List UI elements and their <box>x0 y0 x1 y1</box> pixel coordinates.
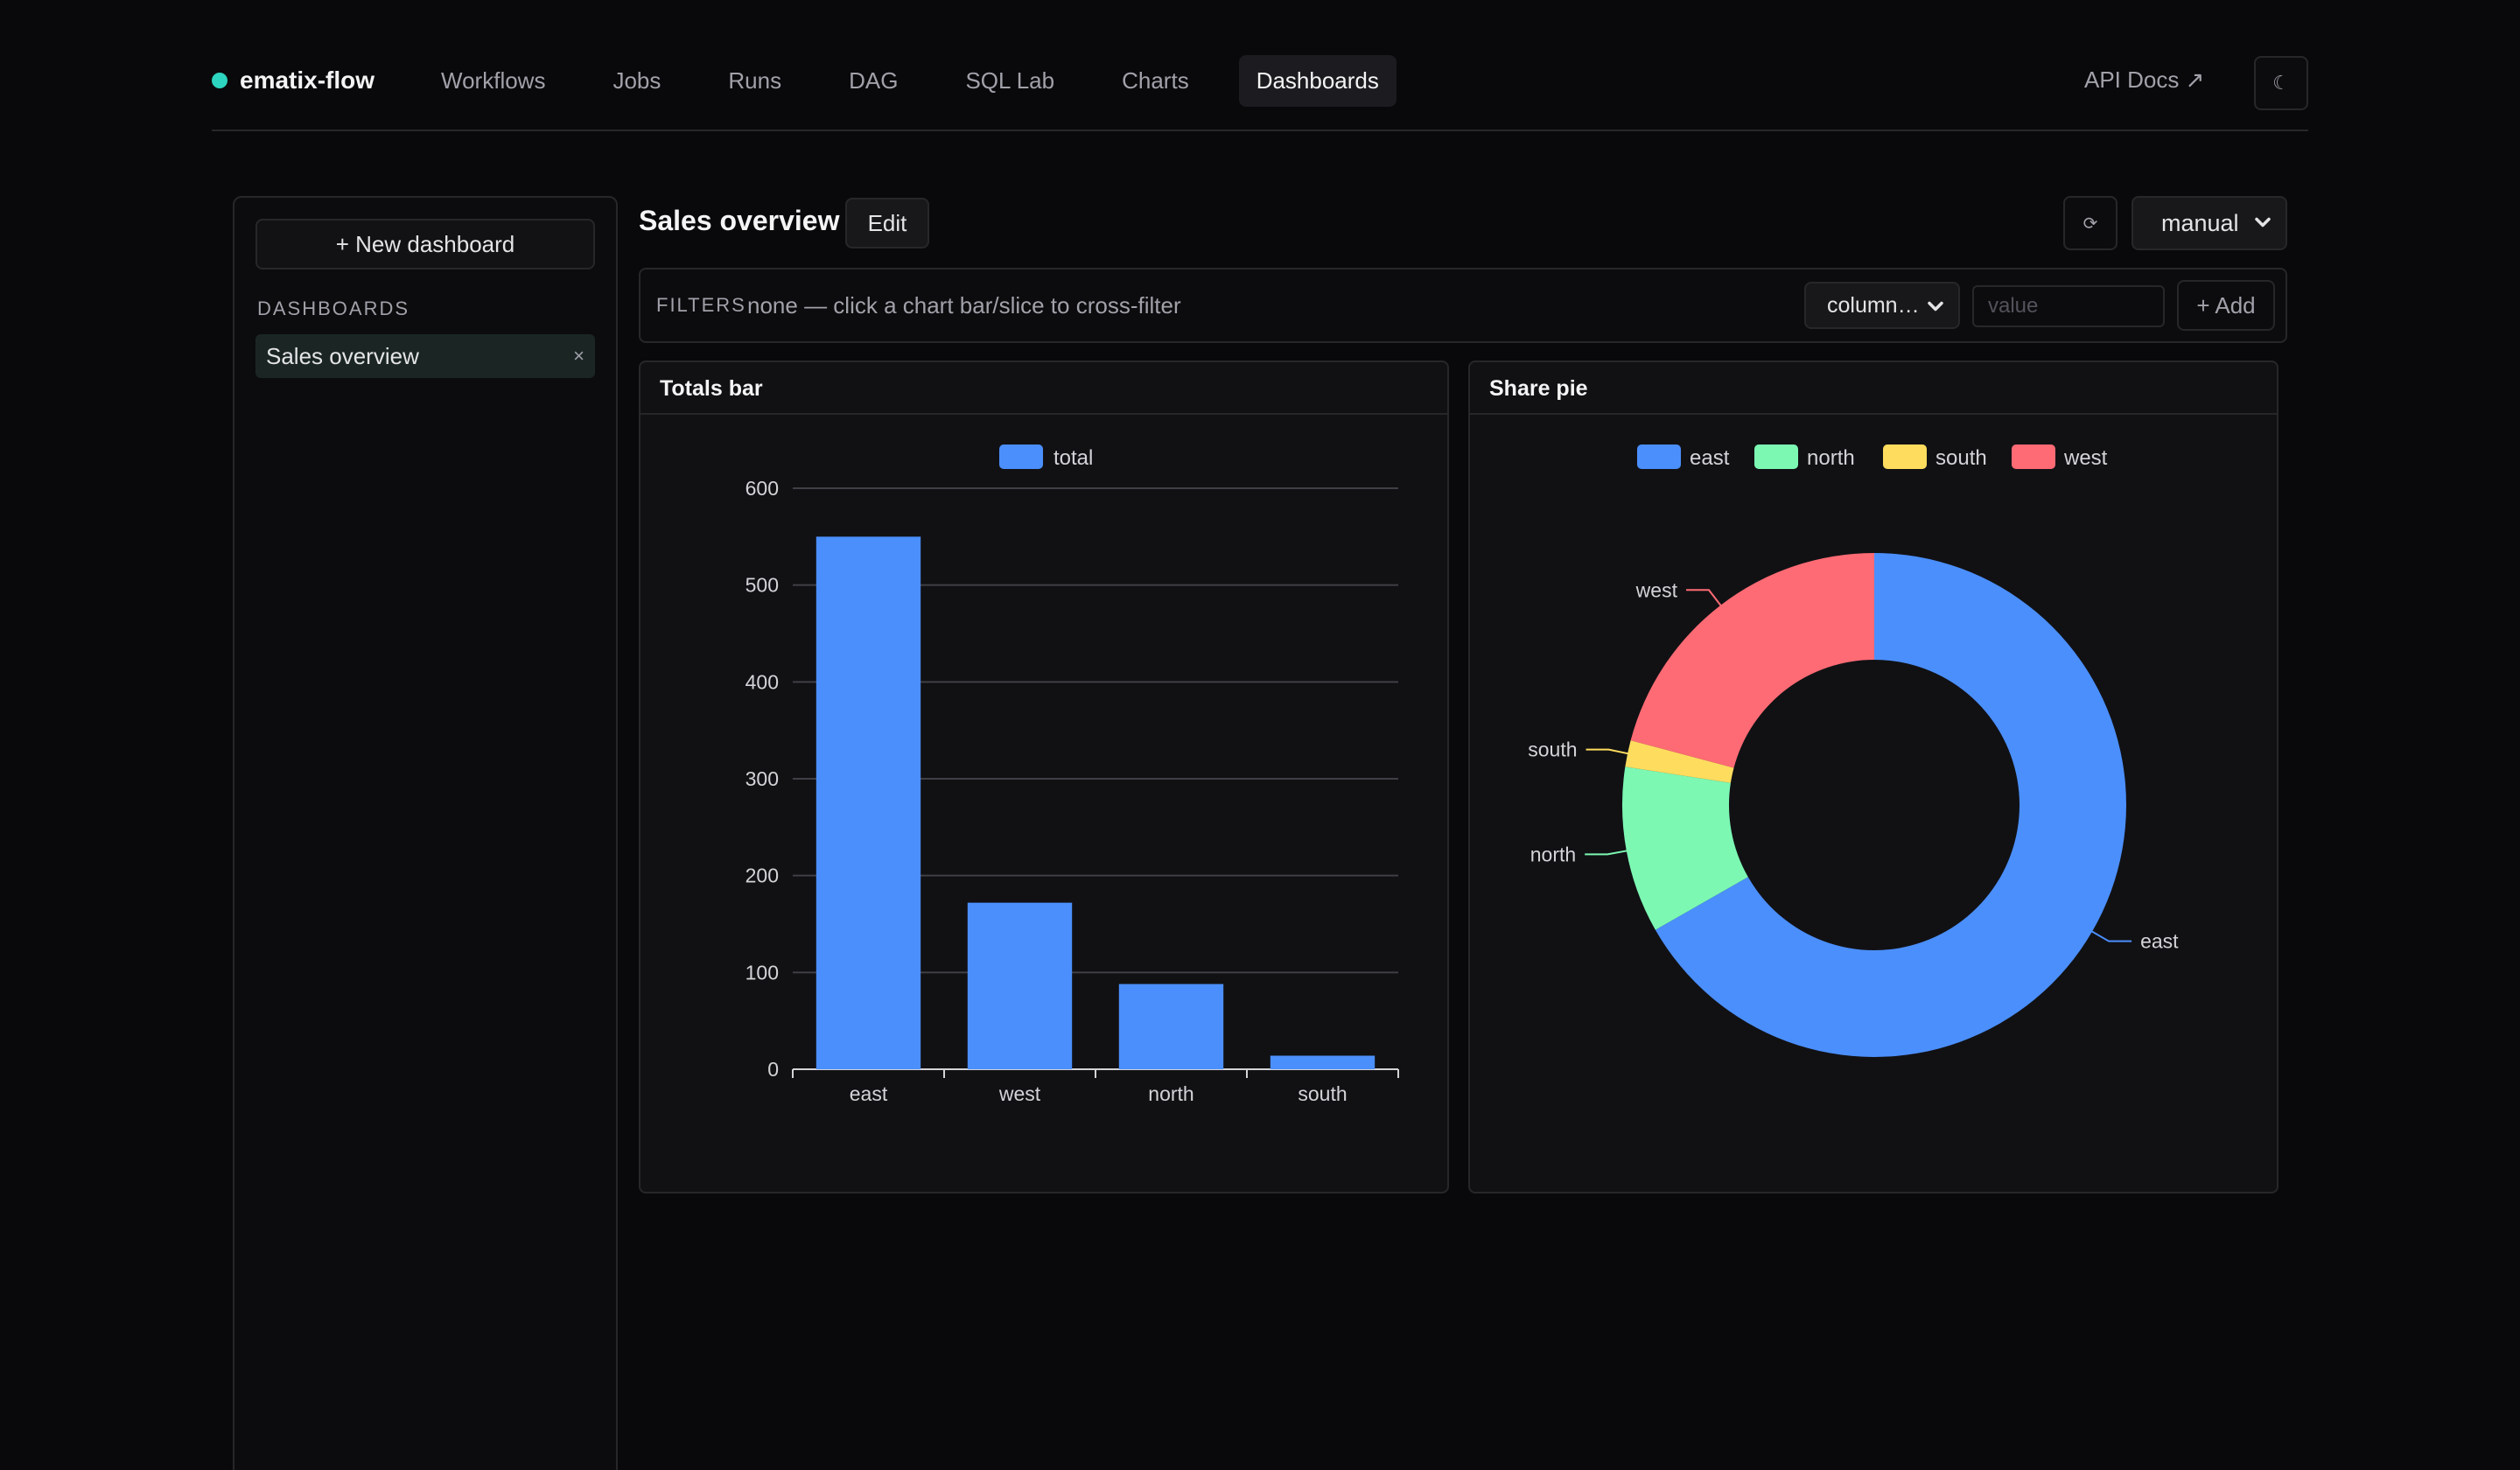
nav-link-dag[interactable]: DAG <box>849 66 899 94</box>
leader-line-south <box>1586 748 1632 755</box>
sidebar-item-sales-overview[interactable]: Sales overview × <box>256 334 595 378</box>
brand-name: ematix-flow <box>240 66 375 94</box>
leader-line-east <box>2089 928 2132 942</box>
refresh-mode-value: manual <box>2161 209 2239 236</box>
sidebar-heading: DASHBOARDS <box>257 298 410 319</box>
edit-button[interactable]: Edit <box>845 198 929 248</box>
y-tick-label: 0 <box>767 1058 779 1081</box>
filters-bar: FILTERS none — click a chart bar/slice t… <box>639 268 2287 343</box>
leader-line-west <box>1685 589 1724 609</box>
bar-south[interactable] <box>1270 1055 1376 1069</box>
refresh-icon: ⟳ <box>2082 214 2098 234</box>
chevron-down-icon <box>1928 301 1943 312</box>
x-tick-label: east <box>850 1082 888 1105</box>
legend-label[interactable]: total <box>1054 446 1093 470</box>
legend-label-north[interactable]: north <box>1807 446 1855 470</box>
nav-link-workflows[interactable]: Workflows <box>441 66 546 94</box>
legend-swatch-west[interactable] <box>2012 444 2055 469</box>
status-dot-icon <box>212 73 228 88</box>
nav-link-jobs[interactable]: Jobs <box>612 66 662 94</box>
legend-label-west[interactable]: west <box>2063 446 2108 470</box>
slice-east[interactable] <box>1655 553 2126 1057</box>
legend-swatch[interactable] <box>999 444 1043 469</box>
slice-label-east: east <box>2140 930 2179 953</box>
legend-label-east[interactable]: east <box>1690 446 1730 470</box>
nav-link-runs[interactable]: Runs <box>728 66 782 94</box>
top-nav: ematix-flow Workflows Jobs Runs DAG SQL … <box>212 49 2308 131</box>
pie-chart: east north south west east north south west <box>1528 444 2179 1057</box>
slice-west[interactable] <box>1630 553 1874 768</box>
page-title: Sales overview <box>639 205 840 236</box>
sidebar-item-label: Sales overview <box>266 342 419 369</box>
x-tick-label: south <box>1298 1082 1347 1105</box>
share-pie-card: Share pie east north south west east north sou… <box>1468 360 2278 1194</box>
sidebar: + New dashboard DASHBOARDS Sales overvie… <box>233 196 618 1470</box>
card-title: Share pie <box>1470 362 2277 415</box>
bar-west[interactable] <box>967 902 1073 1069</box>
refresh-mode-select[interactable]: manual <box>2132 196 2287 250</box>
brand[interactable]: ematix-flow <box>212 66 374 94</box>
api-docs-link[interactable]: API Docs ↗ <box>2084 66 2205 93</box>
new-dashboard-button[interactable]: + New dashboard <box>256 219 595 270</box>
slice-label-west: west <box>1635 578 1678 601</box>
slice-north[interactable] <box>1622 766 1748 930</box>
bar-north[interactable] <box>1118 984 1224 1069</box>
y-tick-label: 200 <box>746 864 779 887</box>
y-tick-label: 300 <box>746 767 779 790</box>
y-tick-label: 100 <box>746 961 779 984</box>
nav-link-sql-lab[interactable]: SQL Lab <box>965 66 1055 94</box>
filter-value-input[interactable] <box>1972 285 2165 327</box>
legend-label-south[interactable]: south <box>1936 446 1987 470</box>
theme-toggle-button[interactable]: ☾ <box>2254 56 2308 110</box>
bar-chart: total 0 100 200 300 400 500 600 east west north sou… <box>746 444 1399 1105</box>
moon-icon: ☾ <box>2272 72 2290 94</box>
card-title: Totals bar <box>640 362 1447 415</box>
bar-east[interactable] <box>816 536 921 1069</box>
nav-link-dashboards[interactable]: Dashboards <box>1238 54 1396 107</box>
filters-label: FILTERS <box>656 294 746 316</box>
close-icon[interactable]: × <box>573 345 584 367</box>
refresh-button[interactable]: ⟳ <box>2063 196 2118 250</box>
filter-column-select[interactable]: column… <box>1804 282 1960 329</box>
y-tick-label: 600 <box>746 477 779 500</box>
slice-south[interactable] <box>1625 740 1734 783</box>
y-tick-label: 400 <box>746 670 779 693</box>
leader-line-north <box>1585 849 1630 856</box>
slice-label-north: north <box>1530 843 1576 865</box>
x-tick-label: north <box>1148 1082 1194 1105</box>
filter-column-value: column… <box>1827 292 1920 318</box>
chevron-down-icon <box>2255 217 2271 228</box>
add-filter-button[interactable]: + Add <box>2177 280 2275 331</box>
slice-label-south: south <box>1528 738 1577 761</box>
legend-swatch-east[interactable] <box>1637 444 1681 469</box>
legend-swatch-south[interactable] <box>1883 444 1927 469</box>
nav-link-charts[interactable]: Charts <box>1122 66 1189 94</box>
nav-links: Workflows Jobs Runs DAG SQL Lab Charts D… <box>424 54 1429 107</box>
y-tick-label: 500 <box>746 574 779 597</box>
totals-bar-card: Totals bar total 0 100 200 300 400 500 600 east w… <box>639 360 1449 1194</box>
x-tick-label: west <box>998 1082 1041 1105</box>
filters-hint: none — click a chart bar/slice to cross-… <box>747 292 1181 318</box>
legend-swatch-north[interactable] <box>1754 444 1798 469</box>
